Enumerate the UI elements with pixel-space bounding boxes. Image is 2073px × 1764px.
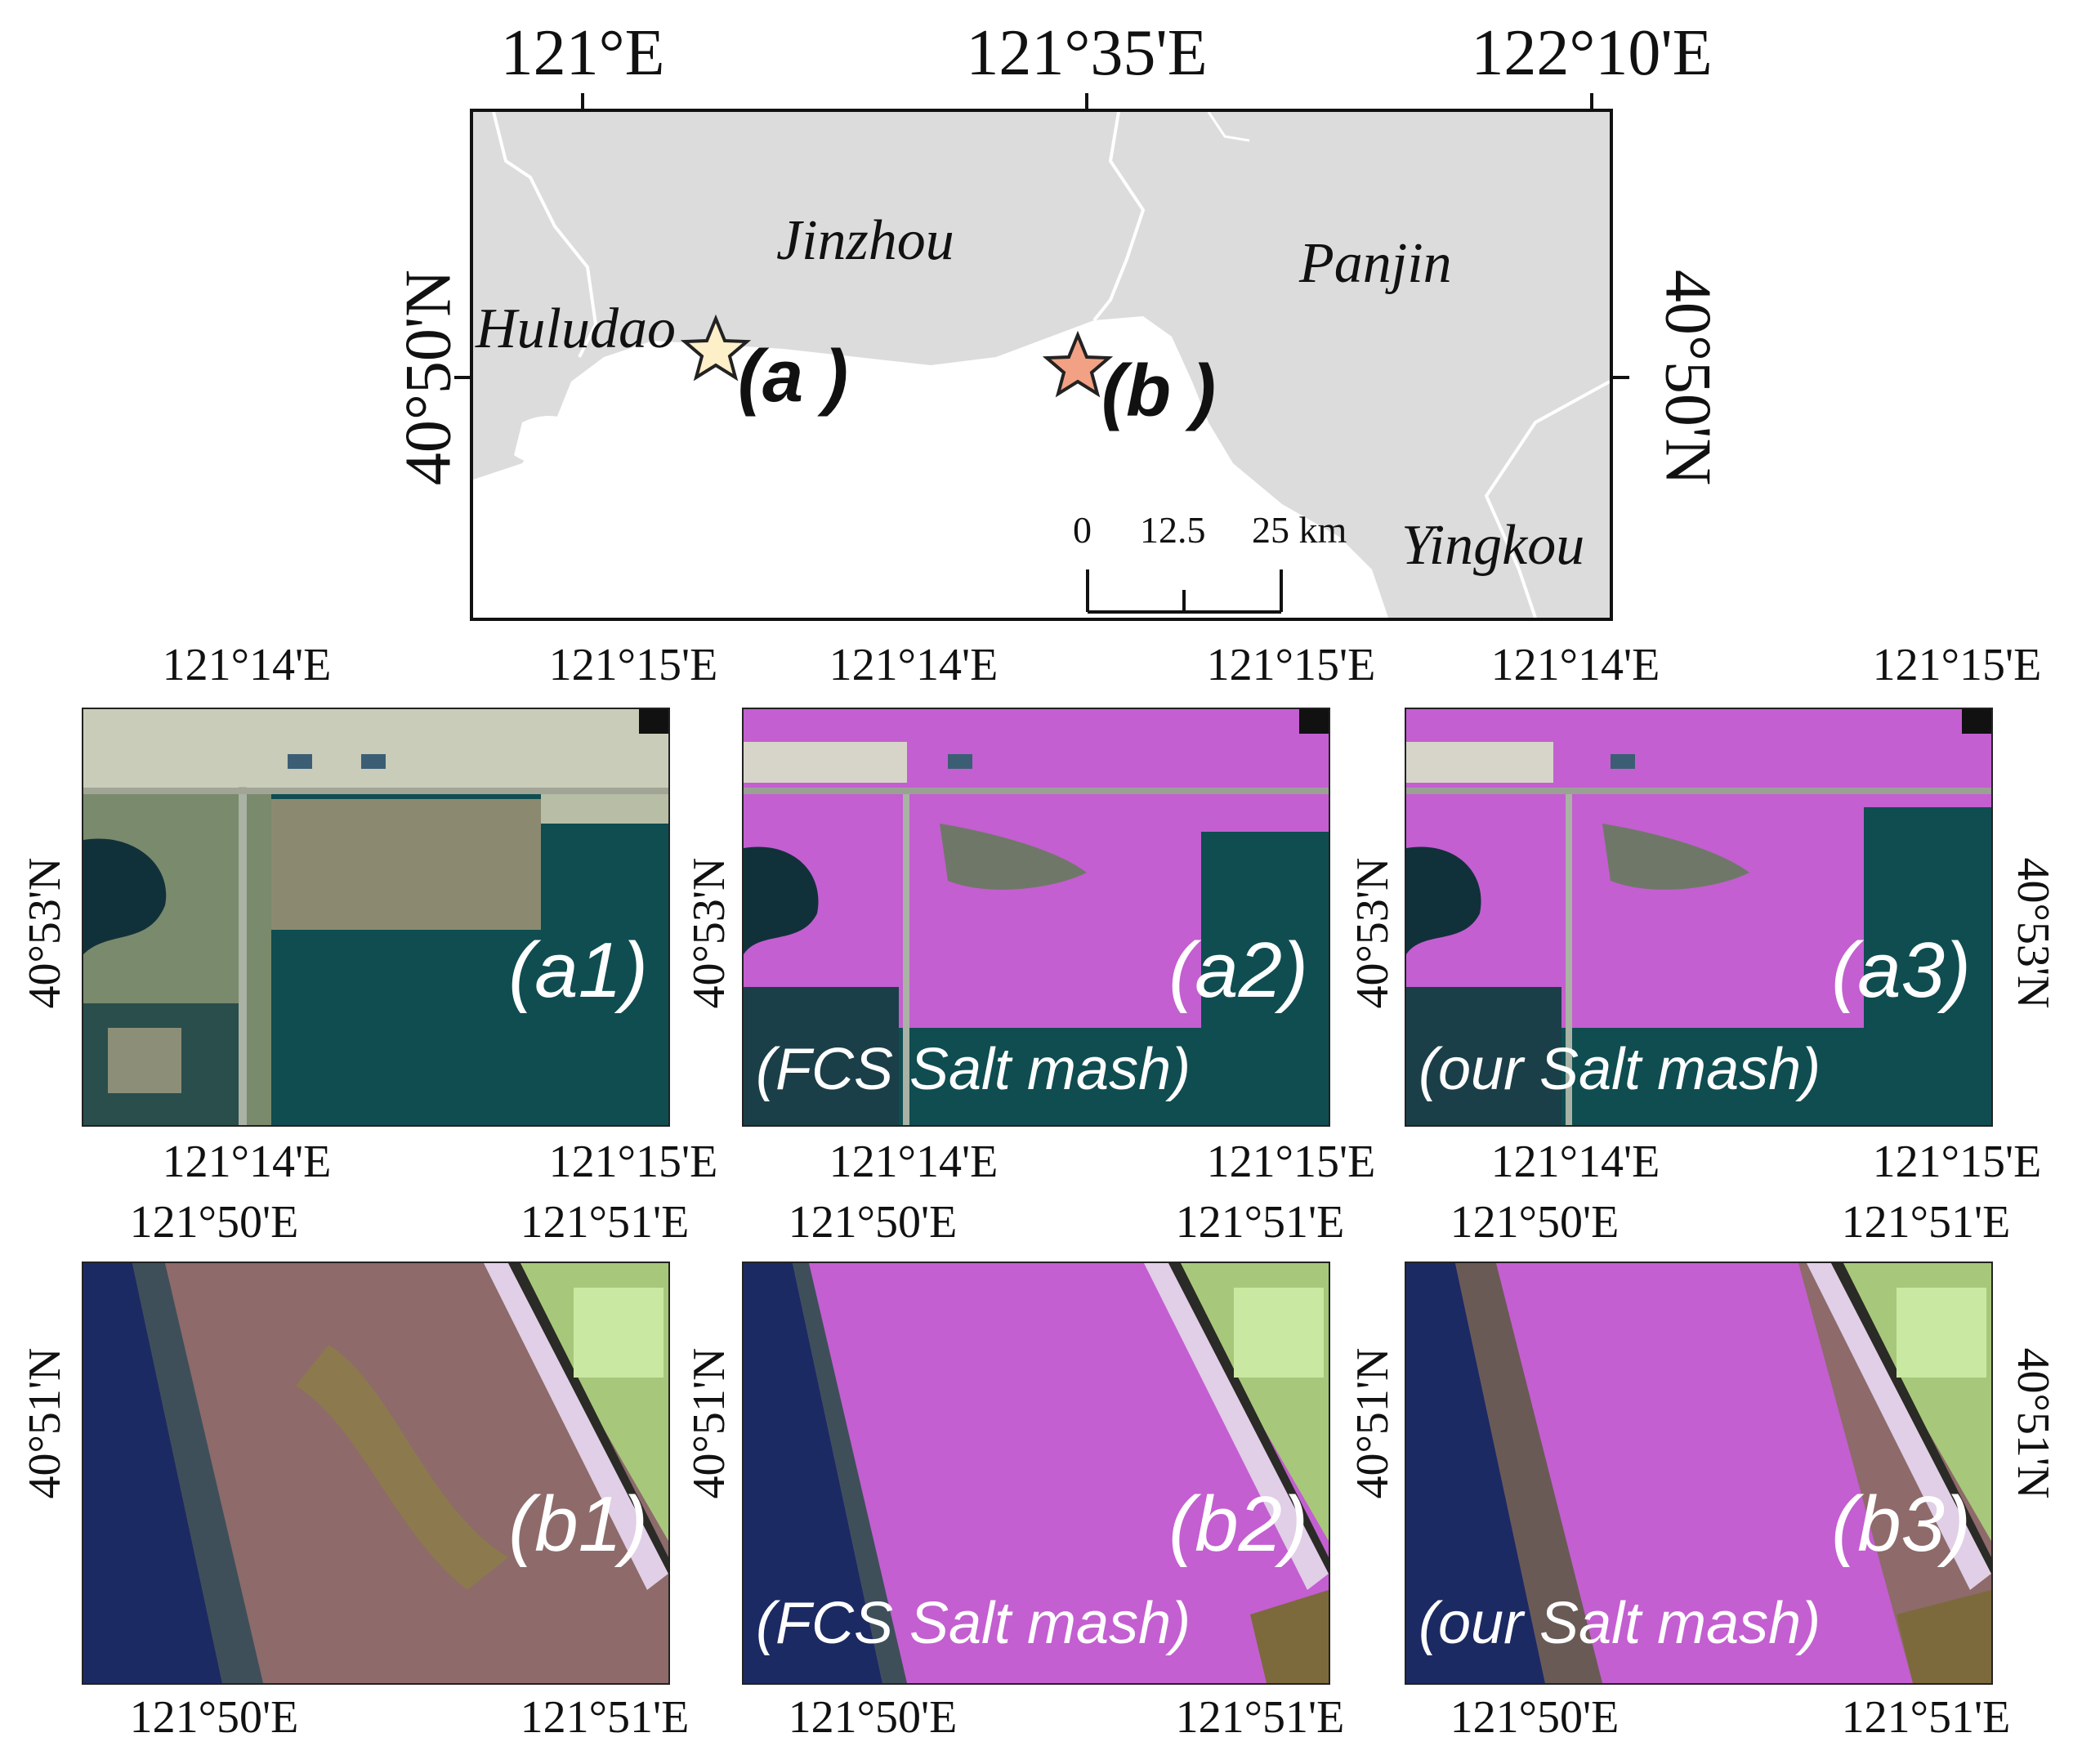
marker-a-star xyxy=(680,314,752,382)
a1-bottom-lon-1: 121°14'E xyxy=(162,1137,332,1187)
overview-lat-tick-right: 40°50'N xyxy=(1651,269,1724,486)
panel-a1-image xyxy=(83,709,668,1125)
panel-a2-note: (FCS Salt mash) xyxy=(756,1037,1191,1102)
b2-bottom-lon-1: 121°50'E xyxy=(788,1692,958,1743)
marker-a-label: (a ) xyxy=(738,336,848,418)
a2-bottom-lon-2: 121°15'E xyxy=(1206,1137,1376,1187)
panel-b2-image xyxy=(744,1263,1329,1683)
place-huludao: Huludao xyxy=(476,297,676,360)
marker-b-star xyxy=(1042,330,1114,398)
panel-b3-image xyxy=(1406,1263,1991,1683)
panel-b2-tag: (b2) xyxy=(1168,1480,1308,1568)
row-b-lat-mid-2: 40°51'N xyxy=(1347,1347,1398,1499)
a2-top-lon-2: 121°15'E xyxy=(1206,640,1376,690)
a3-top-lon-1: 121°14'E xyxy=(1490,640,1660,690)
province-border-3 xyxy=(1484,380,1610,618)
overview-tick-mark xyxy=(454,376,472,379)
province-border-2 xyxy=(1092,112,1146,322)
b1-bottom-lon-2: 121°51'E xyxy=(520,1692,690,1743)
b2-top-lon-2: 121°51'E xyxy=(1175,1197,1345,1248)
a3-top-lon-2: 121°15'E xyxy=(1872,640,2042,690)
panel-a1-tag: (a1) xyxy=(508,927,648,1014)
row-b-lat-mid-1: 40°51'N xyxy=(684,1347,735,1499)
scale-bar xyxy=(1086,569,1283,614)
overview-lon-tick-1: 121°E xyxy=(500,17,665,89)
scale-label-0: 0 xyxy=(1073,509,1092,551)
land-area xyxy=(473,112,1610,618)
overview-lon-tick-2: 121°35'E xyxy=(966,17,1208,89)
row-b-lat-right: 40°51'N xyxy=(2008,1347,2058,1499)
place-jinzhou: Jinzhou xyxy=(776,209,954,272)
panel-a2-tag: (a2) xyxy=(1168,927,1308,1014)
a1-top-lon-1: 121°14'E xyxy=(162,640,332,690)
row-a-lat-right: 40°53'N xyxy=(2008,857,2058,1009)
b3-bottom-lon-1: 121°50'E xyxy=(1450,1692,1620,1743)
overview-map xyxy=(470,109,1613,621)
scale-label-12-5: 12.5 xyxy=(1140,509,1206,551)
a3-bottom-lon-1: 121°14'E xyxy=(1490,1137,1660,1187)
panel-b2: (b2) (FCS Salt mash) xyxy=(742,1262,1330,1685)
a1-bottom-lon-2: 121°15'E xyxy=(548,1137,718,1187)
panel-a2-image xyxy=(744,709,1329,1125)
scale-label-25km: 25 km xyxy=(1252,509,1347,551)
a1-top-lon-2: 121°15'E xyxy=(548,640,718,690)
b3-bottom-lon-2: 121°51'E xyxy=(1841,1692,2011,1743)
overview-tick-mark xyxy=(1085,93,1088,111)
bay-area xyxy=(514,415,596,467)
panel-a3: (a3) (our Salt mash) xyxy=(1405,708,1993,1127)
panel-b1-tag: (b1) xyxy=(508,1480,648,1568)
b1-top-lon-2: 121°51'E xyxy=(520,1197,690,1248)
province-border-4 xyxy=(1207,112,1250,142)
panel-b1-image xyxy=(83,1263,668,1683)
province-border-1 xyxy=(492,112,598,358)
panel-b3: (b3) (our Salt mash) xyxy=(1405,1262,1993,1685)
place-panjin: Panjin xyxy=(1299,232,1452,295)
overview-tick-mark xyxy=(1590,93,1593,111)
b2-top-lon-1: 121°50'E xyxy=(788,1197,958,1248)
b2-bottom-lon-2: 121°51'E xyxy=(1175,1692,1345,1743)
overview-tick-mark xyxy=(581,93,584,111)
panel-a3-image xyxy=(1406,709,1991,1125)
panel-b1: (b1) xyxy=(82,1262,670,1685)
panel-b3-note: (our Salt mash) xyxy=(1418,1591,1821,1656)
panel-a3-note: (our Salt mash) xyxy=(1418,1037,1821,1102)
b1-top-lon-1: 121°50'E xyxy=(129,1197,299,1248)
panel-a1: (a1) xyxy=(82,708,670,1127)
b3-top-lon-2: 121°51'E xyxy=(1841,1197,2011,1248)
overview-tick-mark xyxy=(1611,376,1629,379)
place-yingkou: Yingkou xyxy=(1401,514,1585,577)
b3-top-lon-1: 121°50'E xyxy=(1450,1197,1620,1248)
row-a-lat-mid-1: 40°53'N xyxy=(684,857,735,1009)
overview-lon-tick-3: 122°10'E xyxy=(1471,17,1713,89)
a2-top-lon-1: 121°14'E xyxy=(829,640,999,690)
row-b-lat-left: 40°51'N xyxy=(20,1347,70,1499)
panel-a2: (a2) (FCS Salt mash) xyxy=(742,708,1330,1127)
marker-b-label: (b ) xyxy=(1101,351,1216,432)
overview-map-canvas xyxy=(473,112,1610,618)
a2-bottom-lon-1: 121°14'E xyxy=(829,1137,999,1187)
row-a-lat-left: 40°53'N xyxy=(20,857,70,1009)
panel-b2-note: (FCS Salt mash) xyxy=(756,1591,1191,1656)
row-a-lat-mid-2: 40°53'N xyxy=(1347,857,1398,1009)
panel-b3-tag: (b3) xyxy=(1831,1480,1971,1568)
panel-a3-tag: (a3) xyxy=(1831,927,1971,1014)
b1-bottom-lon-1: 121°50'E xyxy=(129,1692,299,1743)
a3-bottom-lon-2: 121°15'E xyxy=(1872,1137,2042,1187)
